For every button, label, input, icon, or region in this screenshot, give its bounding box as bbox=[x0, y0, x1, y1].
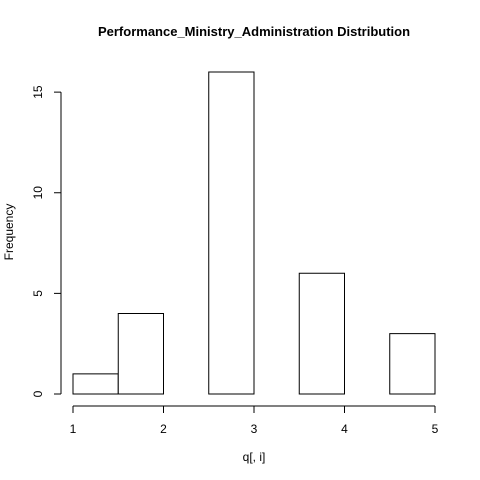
x-tick-label: 1 bbox=[70, 422, 77, 436]
histogram-bar bbox=[117, 313, 164, 395]
histogram-bar bbox=[72, 373, 119, 395]
x-tick-label: 5 bbox=[432, 422, 439, 436]
chart-title: Performance_Ministry_Administration Dist… bbox=[98, 24, 410, 39]
x-axis: 1 2 3 4 5 bbox=[70, 405, 439, 436]
bars-group bbox=[72, 71, 436, 395]
y-tick-label: 10 bbox=[31, 186, 45, 200]
x-tick-label: 4 bbox=[341, 422, 348, 436]
y-tick-label: 0 bbox=[31, 390, 45, 397]
y-axis: 0 5 10 15 bbox=[31, 85, 62, 397]
x-tick-label: 3 bbox=[251, 422, 258, 436]
x-axis-label: q[, i] bbox=[243, 450, 266, 464]
histogram-bar bbox=[389, 333, 436, 395]
y-tick-label: 15 bbox=[31, 85, 45, 99]
x-tick-label: 2 bbox=[160, 422, 167, 436]
histogram-bar bbox=[208, 71, 255, 395]
y-axis-label: Frequency bbox=[2, 204, 16, 261]
histogram-bar bbox=[298, 272, 345, 395]
y-tick-label: 5 bbox=[31, 290, 45, 297]
